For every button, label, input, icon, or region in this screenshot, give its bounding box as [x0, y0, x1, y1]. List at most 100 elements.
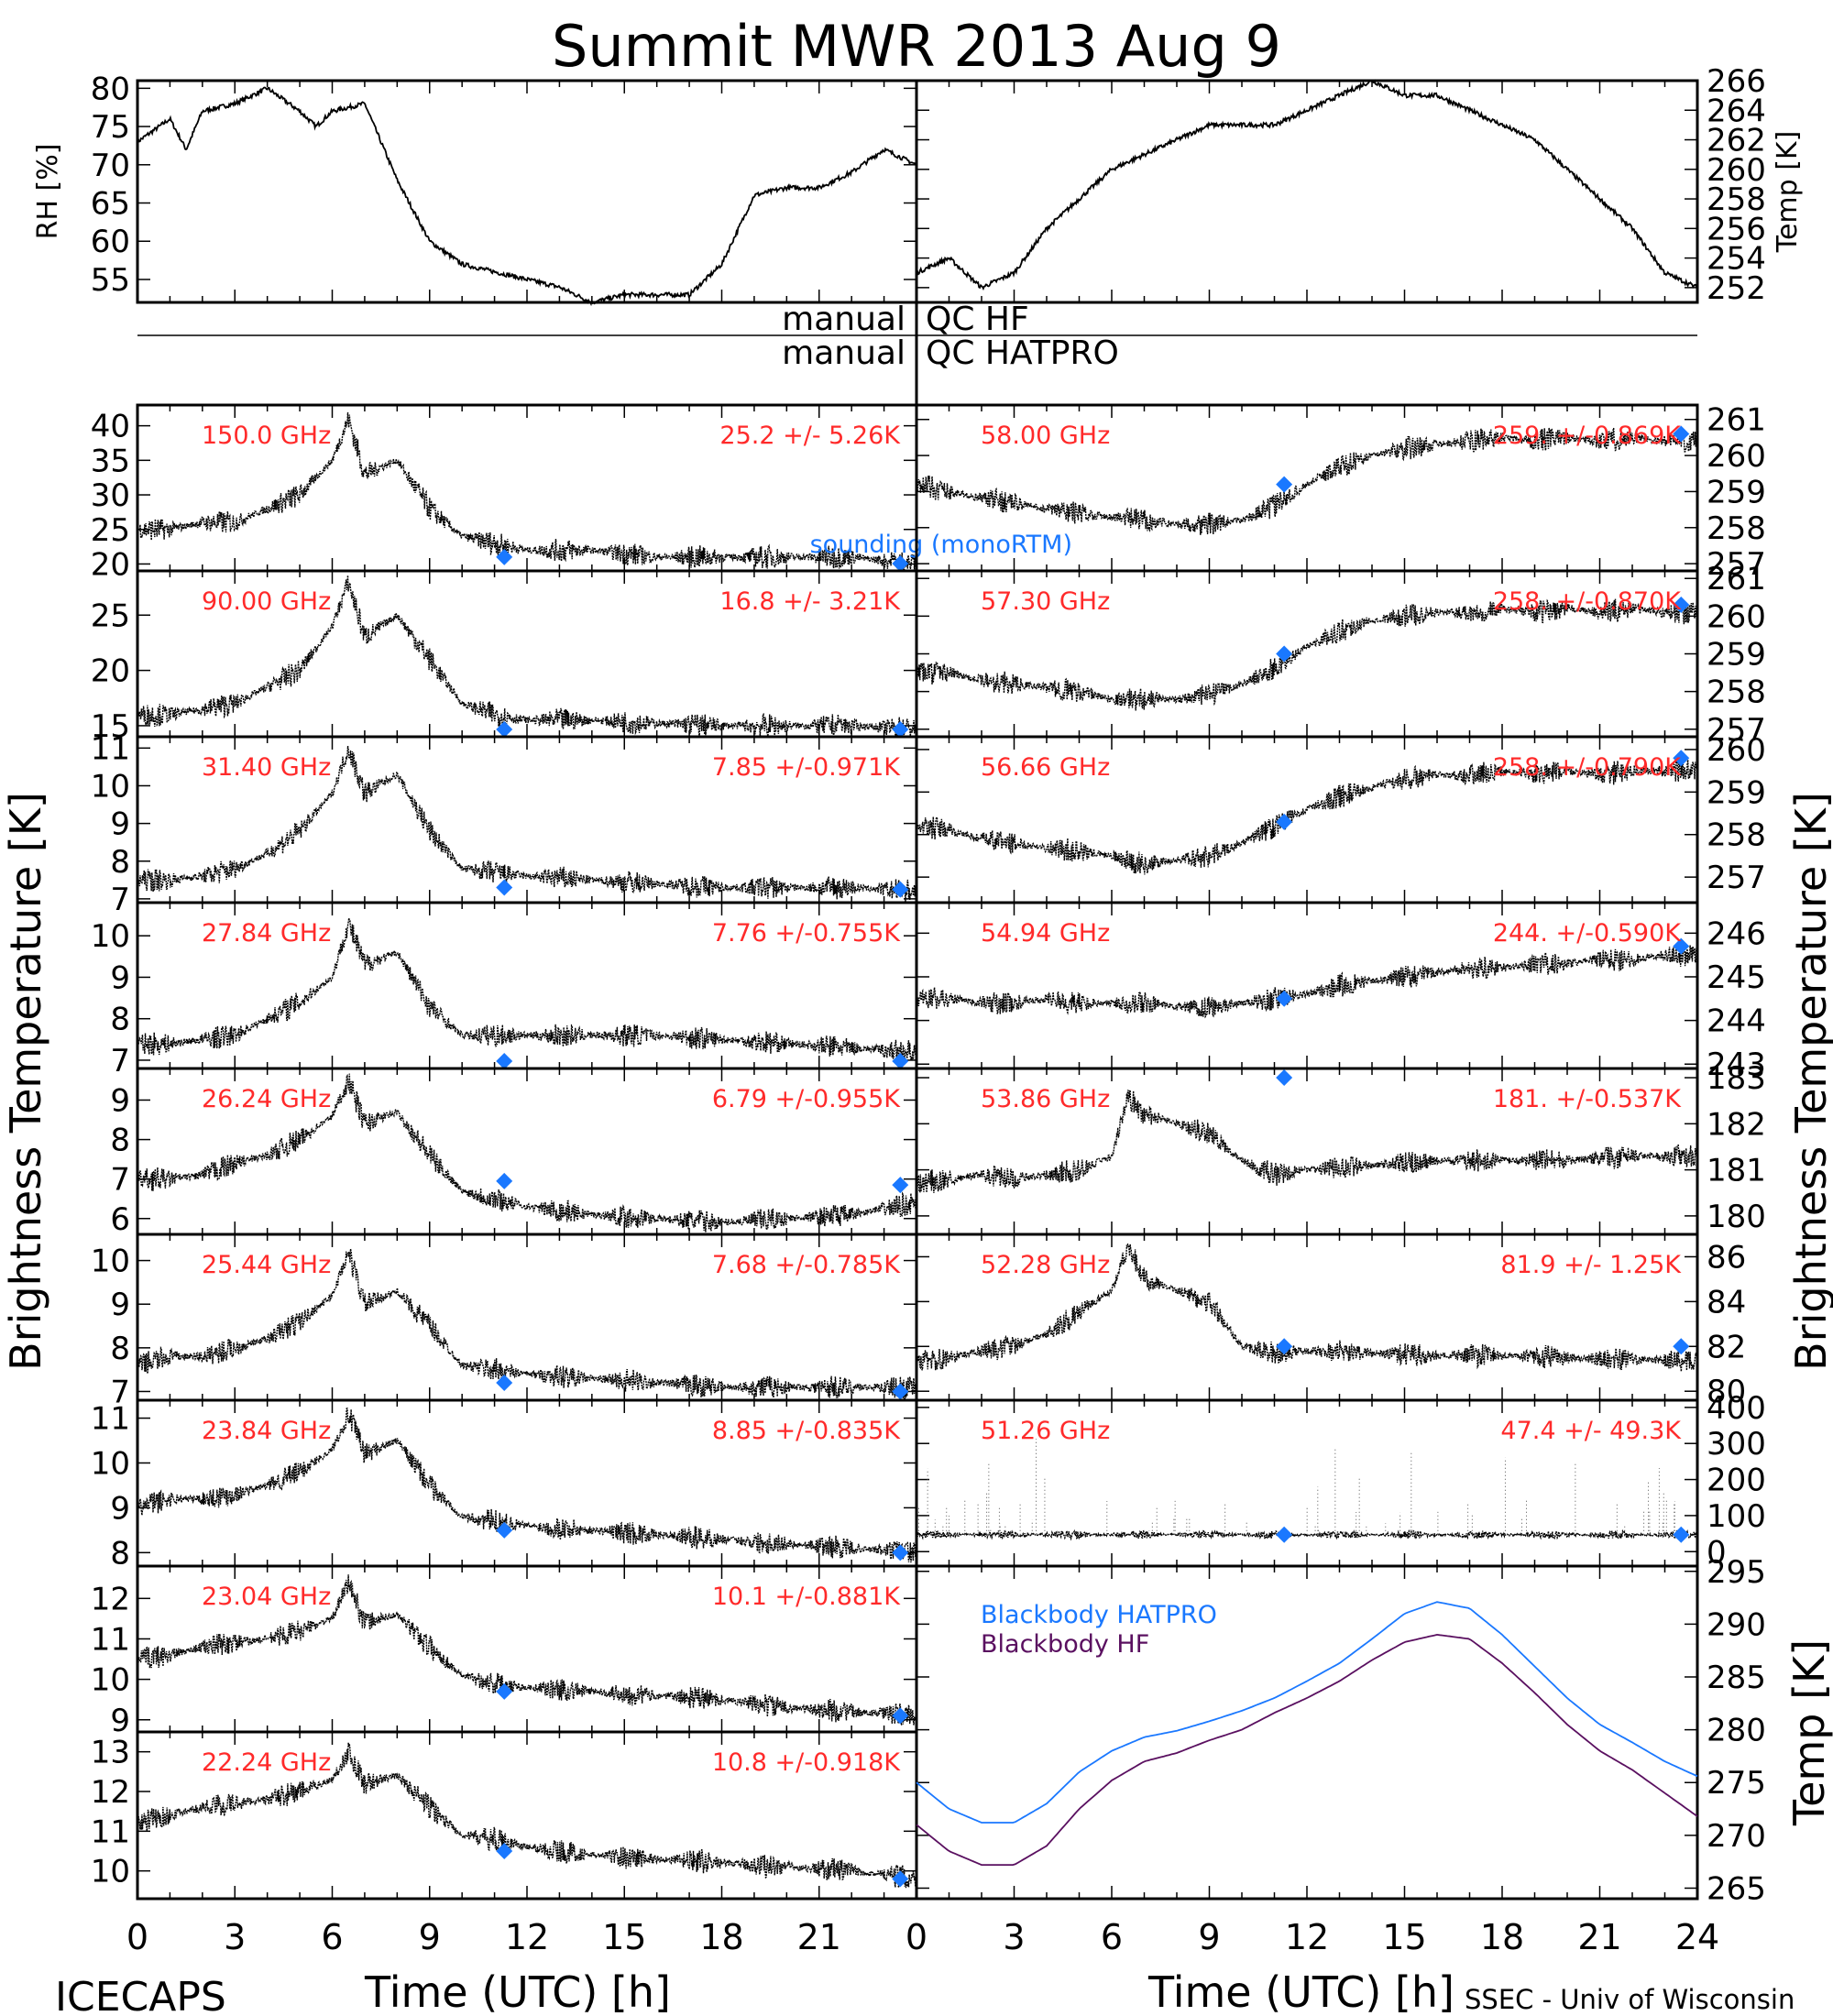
sounding-point [496, 548, 513, 565]
channel-stats: 244. +/-0.590K [1493, 919, 1682, 948]
sounding-point [892, 1383, 909, 1400]
y-tick-label: 300 [1707, 1426, 1766, 1463]
y-tick-label: 55 [91, 262, 130, 299]
y-tick-label: 10 [91, 918, 130, 955]
y-tick-label: 266 [1707, 63, 1766, 100]
y-tick-label: 10 [91, 1445, 130, 1482]
channel-label: 51.26 GHz [981, 1417, 1110, 1445]
y-tick-label: 12 [91, 1581, 130, 1617]
y-tick-label: 182 [1707, 1106, 1766, 1143]
channel-stats: 258. +/-0.870K [1493, 587, 1682, 616]
x-tick-label: 21 [1577, 1917, 1621, 1957]
y-tick-label: 9 [110, 1490, 130, 1527]
qc-right-label-1: QC HF [926, 301, 1029, 338]
qc-right-label-2: QC HATPRO [926, 334, 1119, 372]
y-tick-label: 100 [1707, 1498, 1766, 1535]
sounding-point [1276, 476, 1293, 493]
x-tick-label: 3 [1003, 1917, 1025, 1957]
y-tick-label: 257 [1707, 546, 1766, 583]
sounding-point [892, 1707, 909, 1725]
y-tick-label: 15 [91, 708, 130, 745]
channel-label: 23.04 GHz [202, 1583, 331, 1611]
x-tick-label: 15 [602, 1917, 646, 1957]
channel-stats: 16.8 +/- 3.21K [719, 587, 901, 616]
y-tick-label: 35 [91, 443, 130, 479]
channel-label: 90.00 GHz [202, 587, 331, 616]
series-points [916, 760, 1698, 875]
channel-stats: 81.9 +/- 1.25K [1500, 1251, 1682, 1279]
series-points [916, 1090, 1698, 1193]
sounding-point [892, 1544, 909, 1561]
channel-label: 53.86 GHz [981, 1085, 1110, 1113]
panel-ch52: 80 82 84 86 52.28 GHz 81.9 +/- 1.25K [915, 1233, 1746, 1410]
sounding-point [892, 721, 909, 738]
sounding-point [496, 721, 513, 738]
channel-stats: 7.68 +/-0.785K [712, 1251, 901, 1279]
sounding-point [496, 1521, 513, 1539]
series-points [137, 1742, 917, 1889]
y-tick-label: 11 [91, 730, 130, 767]
channel-label: 31.40 GHz [202, 753, 331, 782]
y-tick-label: 40 [91, 409, 130, 445]
y-tick-label: 11 [91, 1621, 130, 1658]
ylabel-right: Brightness Temperature [K] [1786, 792, 1833, 1371]
y-tick-label: 258 [1707, 510, 1766, 547]
sounding-point [496, 1374, 513, 1391]
series-points [916, 1528, 1698, 1541]
y-tick-label: 245 [1707, 959, 1766, 996]
ssec-label: SSEC - Univ of Wisconsin [1465, 1984, 1795, 2015]
sounding-point [496, 1053, 513, 1069]
channel-stats: 25.2 +/- 5.26K [719, 422, 901, 450]
channel-stats: 259. +/-0.869K [1493, 422, 1682, 450]
x-tick-label: 3 [224, 1917, 246, 1957]
series-points [916, 945, 1697, 1019]
ylabel-left: Brightness Temperature [K] [1, 792, 50, 1371]
y-tick-label: 9 [110, 1287, 130, 1323]
y-tick-label: 262 [1707, 123, 1766, 159]
channel-label: 23.84 GHz [202, 1417, 331, 1445]
sounding-point [1673, 1526, 1690, 1543]
x-tick-label: 6 [321, 1917, 343, 1957]
y-tick-label: 183 [1707, 1060, 1766, 1097]
sounding-point [1673, 750, 1690, 767]
panel-ch90: 15 20 25 90.00 GHz 16.8 +/- 3.21K [91, 569, 918, 745]
series-points [916, 598, 1698, 711]
y-tick-label: 8 [110, 1331, 130, 1367]
y-tick-label: 252 [1707, 270, 1766, 307]
y-tick-label: 11 [91, 1813, 130, 1850]
sounding-point [1276, 1526, 1293, 1543]
y-tick-label: 259 [1707, 774, 1766, 811]
series-points [916, 427, 1698, 535]
y-tick-label: 260 [1707, 152, 1766, 189]
sounding-point [1276, 813, 1293, 830]
x-tick-label: 21 [797, 1917, 841, 1957]
series-points [137, 1408, 917, 1563]
channel-label: 57.30 GHz [981, 587, 1110, 616]
y-tick-label: 6 [110, 1201, 130, 1238]
sounding-point [892, 1870, 909, 1888]
y-tick-label: 8 [110, 1535, 130, 1572]
sounding-point [1673, 937, 1690, 955]
series-points [916, 1243, 1698, 1372]
x-tick-label: 0 [126, 1917, 148, 1957]
y-tick-label: 260 [1707, 438, 1766, 475]
sounding-point [1276, 1338, 1293, 1355]
y-tick-label: 20 [91, 653, 130, 690]
channel-stats: 181. +/-0.537K [1493, 1085, 1682, 1113]
y-tick-label: 25 [91, 597, 130, 634]
y-tick-label: 244 [1707, 1003, 1766, 1040]
channel-label: 56.66 GHz [981, 753, 1110, 782]
panel-ch23_0: 9 10 11 12 23.04 GHz 10.1 +/-0.881K [91, 1564, 918, 1739]
channel-stats: 6.79 +/-0.955K [712, 1085, 901, 1113]
y-tick-label: 246 [1707, 915, 1766, 952]
y-tick-label: 258 [1707, 181, 1766, 218]
y-tick-label: 80 [1707, 1374, 1746, 1410]
y-tick-label: 10 [91, 1662, 130, 1699]
sounding-point [1276, 990, 1293, 1007]
sounding-point [1673, 425, 1690, 443]
y-tick-label: 285 [1707, 1660, 1766, 1696]
channel-label: 54.94 GHz [981, 919, 1110, 948]
